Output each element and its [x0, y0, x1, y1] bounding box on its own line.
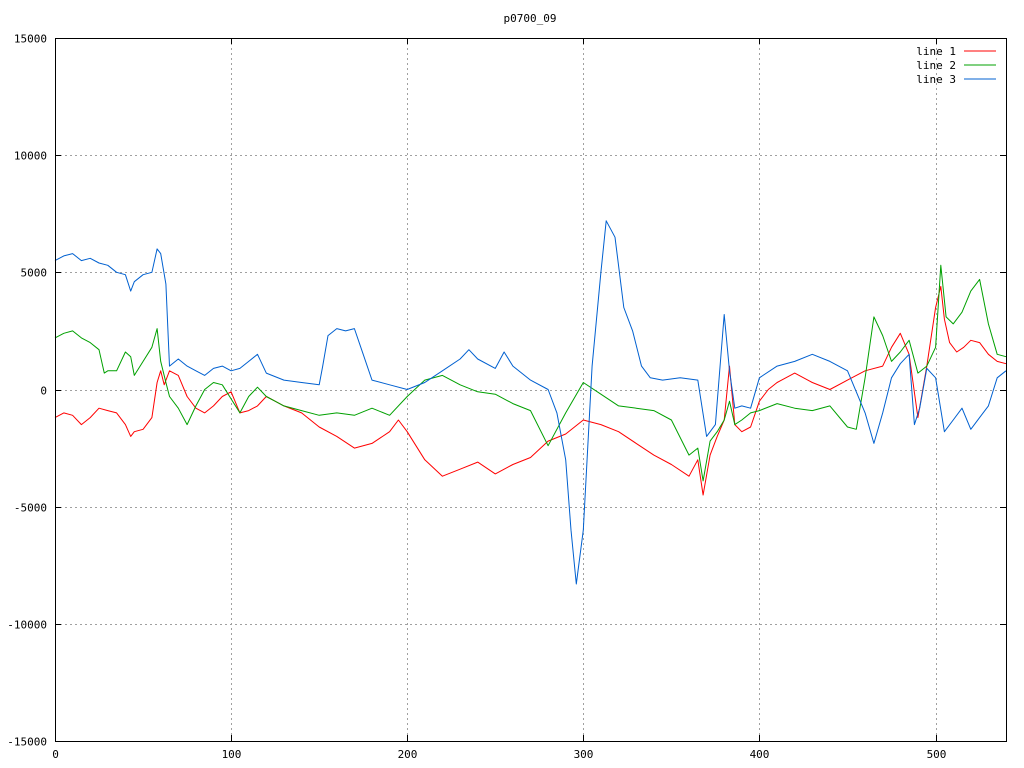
y-tick-label: -15000 [7, 736, 47, 749]
y-tick-label: 0 [40, 385, 47, 398]
y-tick-label: 15000 [14, 33, 47, 46]
y-tick-label: 10000 [14, 150, 47, 163]
x-tick-label: 200 [398, 748, 418, 761]
series-line-3 [54, 220, 1007, 585]
y-tick-label: -5000 [14, 502, 47, 515]
y-tick-label: 5000 [21, 267, 48, 280]
legend-label: line 1 [916, 45, 956, 58]
y-tick-label: -10000 [7, 619, 47, 632]
legend-label: line 2 [916, 59, 956, 72]
series-lines [54, 220, 1007, 585]
x-tick-label: 0 [52, 748, 59, 761]
x-tick-label: 500 [927, 748, 947, 761]
chart-title: p0700_09 [504, 12, 557, 25]
series-line-2 [54, 264, 1007, 482]
x-tick-label: 100 [222, 748, 242, 761]
series-line-1 [54, 285, 1007, 496]
legend-label: line 3 [916, 73, 956, 86]
x-tick-label: 400 [750, 748, 770, 761]
axis-ticks: -15000 -10000 -5000 0 5000 10000 15000 0 100 200 3… [7, 33, 1006, 761]
x-tick-label: 300 [574, 748, 594, 761]
